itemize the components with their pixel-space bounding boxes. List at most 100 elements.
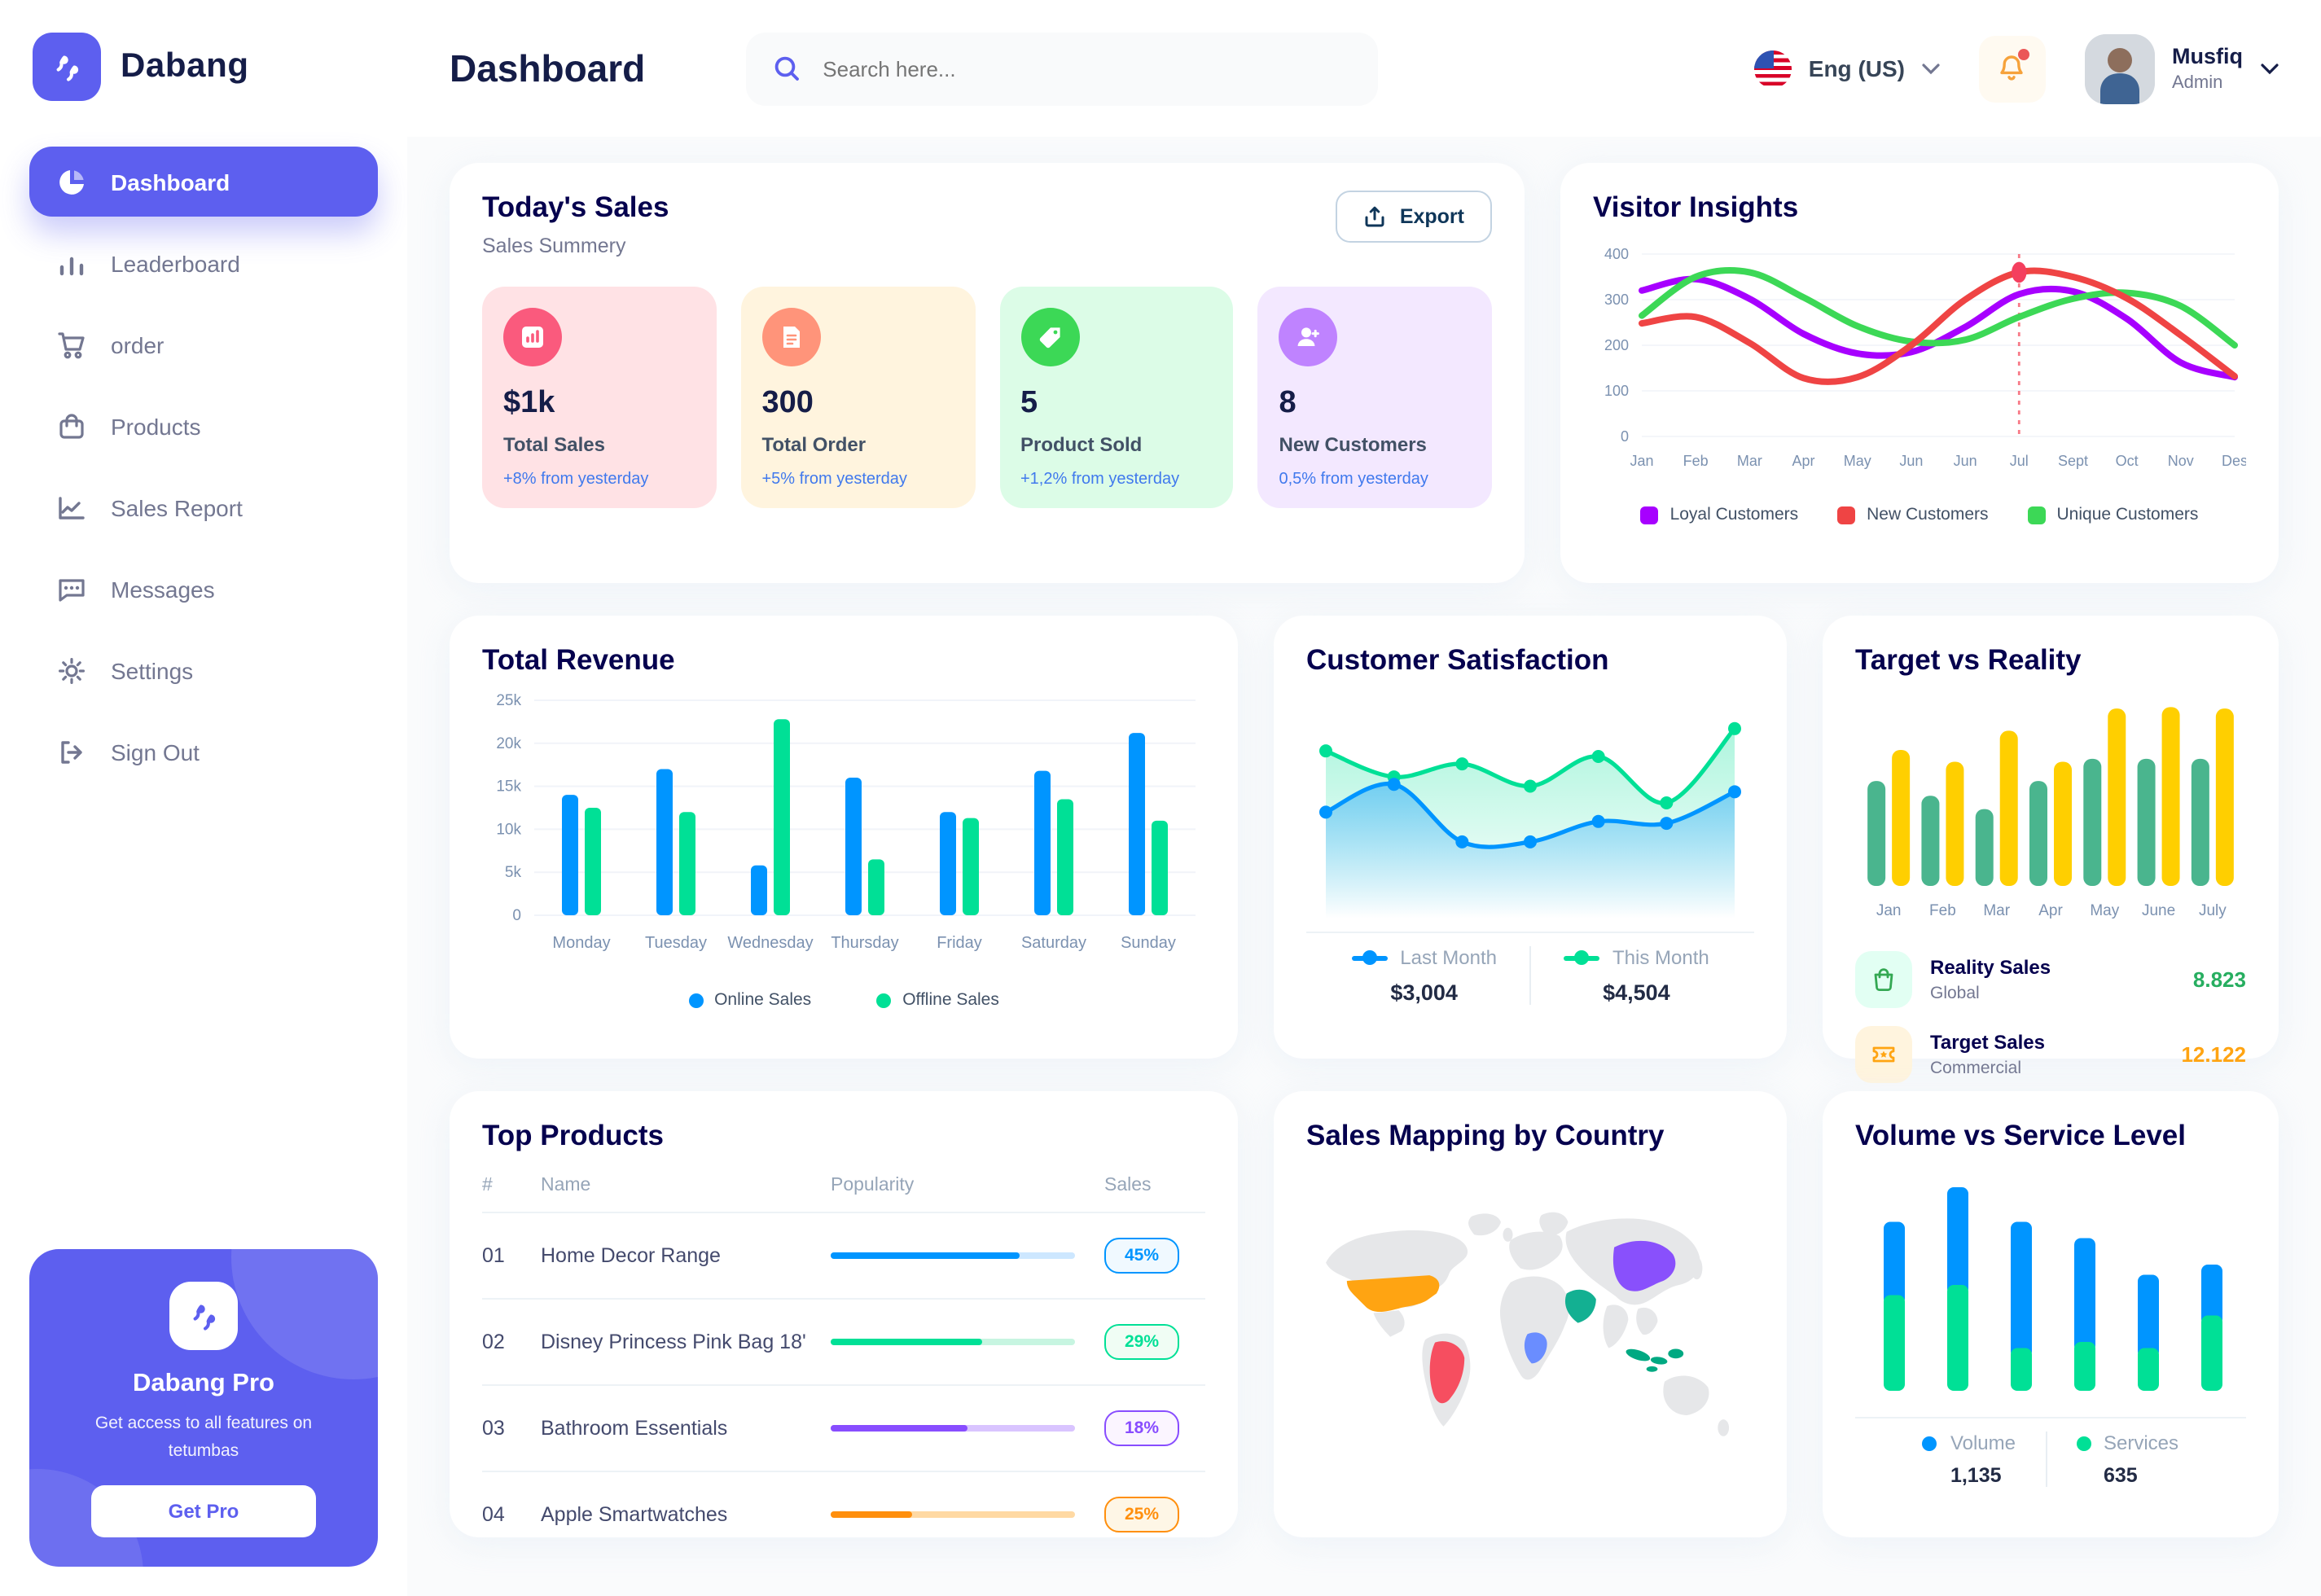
sidebar-item-messages[interactable]: Messages [29,554,378,624]
top-products-card: Top Products # Name Popularity Sales 01 … [450,1091,1238,1537]
pie-chart-icon [54,164,88,199]
user-menu[interactable]: Musfiq Admin [2084,33,2279,103]
svg-text:Friday: Friday [937,934,982,952]
stat-card-total-sales: $1k Total Sales +8% from yesterday [482,287,717,508]
stat-label: Total Sales [503,433,605,456]
popularity-bar [831,1511,1075,1518]
chevron-down-icon [2261,63,2279,74]
language-selector[interactable]: Eng (US) [1754,50,1939,87]
svg-text:Saturday: Saturday [1021,934,1086,952]
svg-text:Feb: Feb [1929,902,1956,919]
search-input[interactable] [819,55,1353,82]
sidebar-item-label: order [111,331,165,357]
sidebar-item-settings[interactable]: Settings [29,635,378,705]
search-icon [774,56,800,81]
table-row: 01 Home Decor Range 45% [482,1213,1205,1300]
sidebar-nav: Dashboard Leaderboard order Products [29,147,378,787]
sidebar-item-label: Dashboard [111,169,230,195]
visitor-insights-legend: Loyal Customers New Customers Unique Cus… [1593,505,2246,524]
svg-text:20k: 20k [496,735,521,752]
brand-logo-icon [33,33,101,101]
svg-text:Jun: Jun [1954,453,1977,469]
sidebar-item-leaderboard[interactable]: Leaderboard [29,228,378,298]
stat-card-product-sold: 5 Product Sold +1,2% from yesterday [999,287,1234,508]
search-bar[interactable] [746,32,1379,105]
svg-text:Feb: Feb [1683,453,1709,469]
get-pro-button[interactable]: Get Pro [90,1485,317,1537]
stat-card-total-order: 300 Total Order +5% from yesterday [740,287,975,508]
customer-satisfaction-chart [1319,721,1741,919]
volume-vs-service-card: Volume vs Service Level Volume 1,135 Ser… [1823,1091,2279,1537]
svg-text:July: July [2199,902,2227,919]
stat-card-new-customers: 8 New Customers 0,5% from yesterday [1257,287,1492,508]
sidebar-item-label: Sign Out [111,739,200,765]
services-total: 635 [2104,1464,2138,1487]
todays-sales-subtitle: Sales Summery [482,235,626,257]
svg-text:15k: 15k [496,778,521,796]
svg-text:Oct: Oct [2116,453,2139,469]
svg-text:Mar: Mar [1737,453,1762,469]
world-map [1326,1212,1730,1436]
sidebar-item-products[interactable]: Products [29,391,378,461]
svg-text:Jul: Jul [2010,453,2029,469]
total-revenue-title: Total Revenue [482,643,675,676]
brand: Dabang [29,26,378,107]
sidebar-item-label: Products [111,413,201,439]
svg-text:Nov: Nov [2168,453,2194,469]
us-flag-icon [1754,50,1792,87]
country-brazil [1429,1341,1465,1404]
sidebar-item-label: Sales Report [111,494,243,520]
top-products-title: Top Products [482,1119,664,1151]
svg-text:400: 400 [1604,246,1629,262]
avatar [2084,33,2154,103]
target-sales-legend: Target Sales Commercial 12.122 [1855,1026,2246,1083]
target-vs-reality-card: Target vs Reality Jan Feb Mar Apr May June Jul… [1823,616,2279,1083]
page-title: Dashboard [450,46,646,89]
target-vs-reality-title: Target vs Reality [1855,643,2082,676]
svg-text:Jun: Jun [1899,453,1923,469]
svg-text:Thursday: Thursday [831,934,898,952]
target-vs-reality-chart: Jan Feb Mar Apr May June July [1867,707,2234,919]
promo-title: Dabang Pro [133,1370,274,1398]
visitor-insights-card: Visitor Insights 0 100 200 300 400 Jan Feb Mar A… [1560,163,2279,583]
stat-label: New Customers [1279,433,1427,456]
sidebar-item-dashboard[interactable]: Dashboard [29,147,378,217]
country-usa [1346,1275,1440,1313]
user-role: Admin [2172,73,2223,93]
svg-text:June: June [2142,902,2175,919]
svg-text:10k: 10k [496,821,521,838]
svg-text:Sept: Sept [2058,453,2088,469]
stat-value: 5 [1020,386,1038,420]
svg-text:5k: 5k [505,864,522,881]
sidebar-item-label: Messages [111,576,215,602]
sidebar-item-label: Settings [111,657,194,683]
table-row: 02 Disney Princess Pink Bag 18' 29% [482,1300,1205,1386]
svg-text:May: May [2090,902,2119,919]
svg-text:Jan: Jan [1630,453,1653,469]
svg-text:May: May [1844,453,1871,469]
sidebar-item-order[interactable]: order [29,309,378,379]
sidebar-item-sales-report[interactable]: Sales Report [29,472,378,542]
popularity-bar [831,1425,1075,1432]
user-name: Musfiq [2172,44,2243,68]
stat-label: Total Order [761,433,867,456]
volume-vs-service-chart [1884,1187,2222,1391]
svg-text:Apr: Apr [1792,453,1815,469]
todays-sales-title: Today's Sales [482,191,669,223]
svg-text:Jan: Jan [1876,902,1902,919]
export-button[interactable]: Export [1336,191,1492,243]
country-congo [1524,1332,1547,1364]
top-products-header: # Name Popularity Sales [482,1153,1205,1213]
country-saudi-arabia [1564,1289,1596,1323]
chevron-down-icon [1921,63,1939,74]
svg-text:Apr: Apr [2038,902,2063,919]
message-icon [54,572,88,606]
sidebar-item-sign-out[interactable]: Sign Out [29,717,378,787]
ticket-icon [1855,1026,1912,1083]
country-china [1612,1240,1676,1291]
gear-icon [54,653,88,687]
notification-bell-button[interactable] [1978,35,2045,102]
header-right: Eng (US) Musfiq Admin [1754,33,2279,103]
bag-icon [1855,951,1912,1008]
